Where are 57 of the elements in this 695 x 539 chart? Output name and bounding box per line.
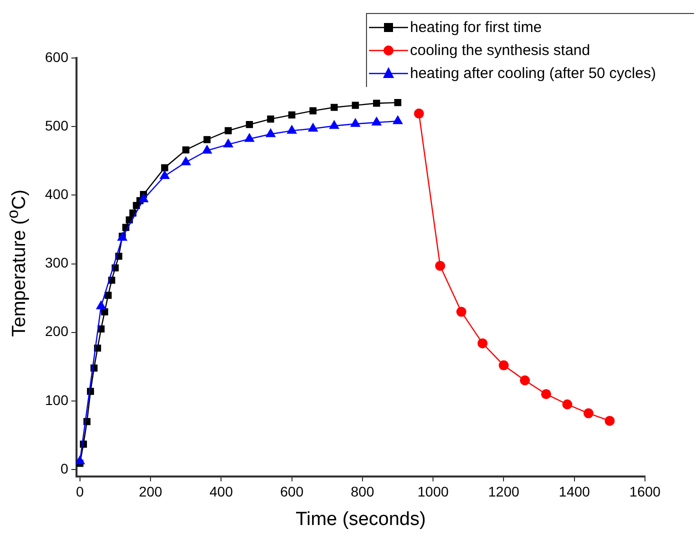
y-tick-label: 200 xyxy=(45,323,69,340)
y-tick-label: 0 xyxy=(60,460,69,476)
point xyxy=(392,115,403,124)
point xyxy=(161,164,168,172)
x-tick-label: 400 xyxy=(209,484,234,500)
y-tick-label: 600 xyxy=(45,48,69,65)
point xyxy=(286,124,298,134)
point xyxy=(288,111,296,118)
point xyxy=(352,102,359,109)
y-tick-label: 300 xyxy=(45,254,69,271)
point xyxy=(202,144,212,154)
x-tick-label: 1400 xyxy=(558,484,590,500)
point xyxy=(180,156,192,166)
x-tick-label: 800 xyxy=(350,484,374,500)
point xyxy=(265,128,276,138)
x-tick-label: 0 xyxy=(76,484,84,500)
point xyxy=(328,120,340,129)
point xyxy=(414,108,424,119)
point xyxy=(330,104,338,111)
point xyxy=(159,170,170,179)
point xyxy=(244,132,255,142)
x-tick-label: 200 xyxy=(138,484,162,500)
y-tick-label: 100 xyxy=(45,392,69,408)
y-tick-label: 400 xyxy=(45,186,69,202)
point xyxy=(223,138,234,148)
x-tick-label: 1000 xyxy=(418,484,449,500)
point xyxy=(394,99,402,106)
point xyxy=(309,107,317,114)
x-tick-label: 600 xyxy=(280,484,304,500)
point xyxy=(308,122,318,132)
point xyxy=(373,100,380,107)
point xyxy=(562,399,572,410)
point xyxy=(224,127,232,134)
point xyxy=(96,300,106,310)
point xyxy=(371,116,382,126)
point xyxy=(350,118,361,127)
x-tick-label: 1200 xyxy=(488,484,520,500)
point xyxy=(604,416,615,426)
legend-label: cooling the synthesis stand xyxy=(410,42,590,59)
point xyxy=(204,136,211,144)
point xyxy=(267,116,274,123)
point xyxy=(456,306,466,317)
x-axis-title: Time (seconds) xyxy=(296,508,426,530)
legend-label: heating after cooling (after 50 cycles) xyxy=(410,65,656,82)
point xyxy=(182,146,190,154)
point xyxy=(246,120,253,128)
x-tick-label: 1600 xyxy=(629,484,661,500)
legend-label: heating for first time xyxy=(410,19,542,36)
point xyxy=(583,408,594,418)
point xyxy=(541,389,552,400)
point xyxy=(104,292,112,299)
point xyxy=(478,338,488,348)
point xyxy=(498,360,509,370)
point xyxy=(520,375,530,386)
point xyxy=(138,193,149,202)
point xyxy=(435,260,446,271)
y-tick-label: 500 xyxy=(45,117,69,134)
